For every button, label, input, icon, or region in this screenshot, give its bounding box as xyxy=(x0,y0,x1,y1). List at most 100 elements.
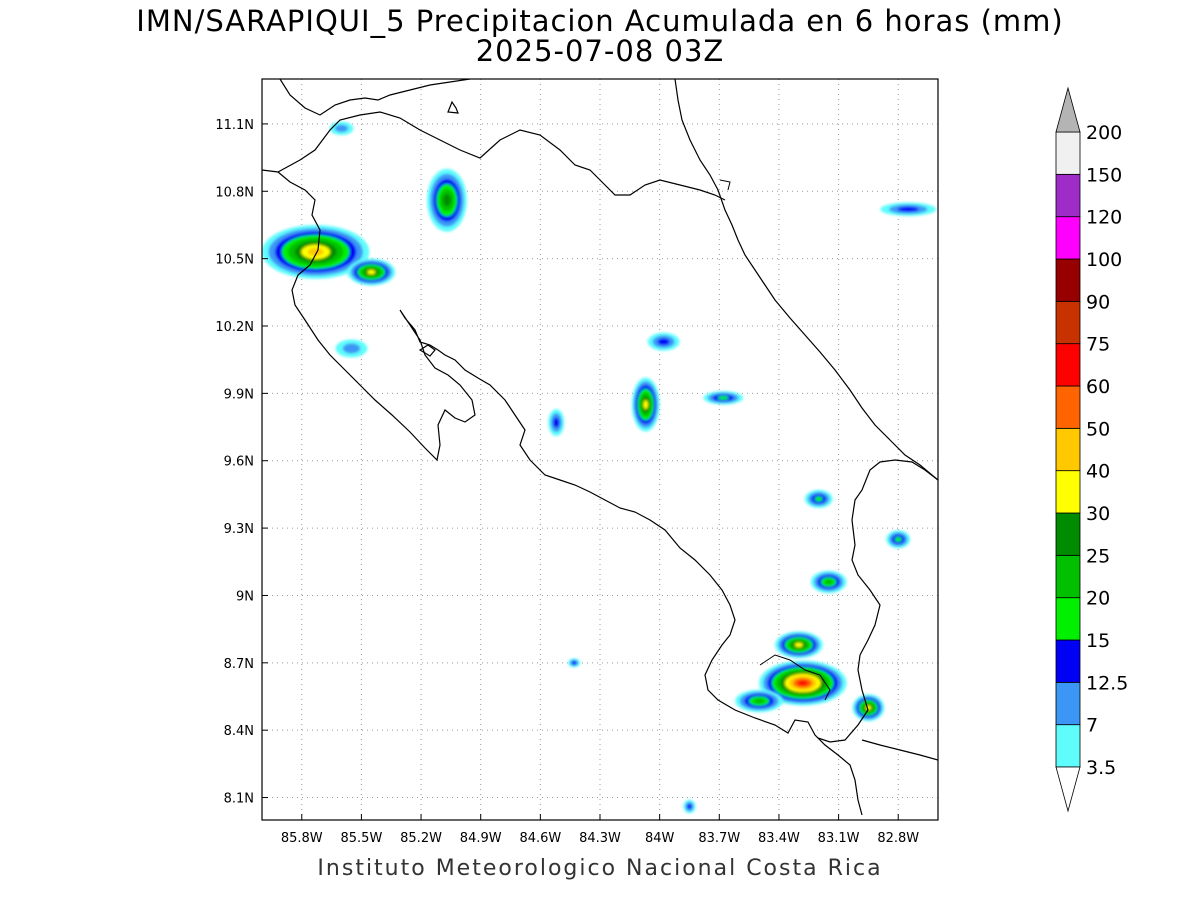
lon-tick-label: 84.9W xyxy=(460,831,502,846)
precip-contour xyxy=(643,400,649,410)
precip-cell xyxy=(703,391,744,405)
lat-tick-label: 9N xyxy=(236,589,254,604)
lat-tick-label: 8.4N xyxy=(224,724,254,739)
precip-contour xyxy=(814,496,823,502)
precip-cell xyxy=(759,660,847,706)
lon-tick-label: 83.7W xyxy=(698,831,740,846)
colorbar-label: 60 xyxy=(1086,376,1110,398)
precip-contour xyxy=(897,206,919,212)
precip-contour xyxy=(824,579,833,585)
lon-tick-label: 82.8W xyxy=(877,831,919,846)
lat-tick-label: 10.5N xyxy=(215,253,254,268)
footer-credit: Instituto Meteorologico Nacional Costa R… xyxy=(317,856,883,881)
lat-tick-label: 8.1N xyxy=(224,792,254,807)
precip-contour xyxy=(687,804,692,810)
precip-cell xyxy=(262,224,370,279)
colorbar-swatch xyxy=(1055,385,1081,429)
colorbar-swatch xyxy=(1055,681,1081,726)
precip-cell xyxy=(568,658,581,668)
precip-contour xyxy=(717,395,729,400)
colorbar-swatch xyxy=(1055,300,1081,345)
precip-contour xyxy=(657,338,670,346)
osa-peninsula-line xyxy=(759,654,831,701)
colorbar-label: 150 xyxy=(1086,164,1122,186)
precip-cell xyxy=(852,694,885,722)
chart-subtitle-date: 2025-07-08 03Z xyxy=(475,34,725,68)
precip-contour xyxy=(342,343,361,354)
colorbar-swatch xyxy=(1055,131,1081,175)
colorbar-label: 200 xyxy=(1086,122,1122,144)
precip-cell xyxy=(683,799,696,814)
map-gridlines xyxy=(262,79,938,820)
precip-cell xyxy=(880,202,937,216)
lat-tick-label: 10.8N xyxy=(215,185,254,200)
colorbar-label: 100 xyxy=(1086,249,1122,271)
colorbar-swatch xyxy=(1055,597,1081,641)
colorbar-legend: 3.5 7 12.5 15 20 25 30 40 50 60 75 90 100 120 150 200 xyxy=(1055,86,1128,813)
colorbar-label: 15 xyxy=(1086,630,1110,652)
precip-contour xyxy=(307,247,324,256)
colorbar-swatch xyxy=(1055,639,1081,683)
colorbar-top-arrow xyxy=(1055,86,1081,133)
precip-cell xyxy=(647,332,680,351)
colorbar-swatch xyxy=(1055,427,1081,472)
precip-cell xyxy=(335,339,368,358)
nicaragua-border xyxy=(277,111,726,201)
precip-cell xyxy=(804,489,833,508)
lake-island xyxy=(447,100,459,114)
precip-contour xyxy=(894,536,902,542)
precip-cell xyxy=(347,258,396,286)
precip-cell xyxy=(735,689,783,713)
gulf-island xyxy=(418,344,436,357)
colorbar-label: 50 xyxy=(1086,418,1110,440)
precip-contour xyxy=(335,124,349,133)
precip-cell xyxy=(427,168,467,232)
colorbar-swatch xyxy=(1055,343,1081,387)
colorbar-swatch xyxy=(1055,724,1081,768)
lon-tick-label: 84.6W xyxy=(519,831,561,846)
colorbar-swatch xyxy=(1055,258,1081,302)
pacific-coastline xyxy=(262,169,863,816)
precip-contour xyxy=(753,698,765,704)
colorbar-swatch xyxy=(1055,470,1081,514)
longitude-axis: 85.8W 85.5W 85.2W 84.9W 84.6W 84.3W 84W 83.7W 83… xyxy=(281,814,919,846)
colorbar-label: 40 xyxy=(1086,461,1110,483)
colorbar-swatch xyxy=(1055,512,1081,556)
colorbar-swatch xyxy=(1055,216,1081,260)
precip-contour xyxy=(797,680,808,686)
chart-title: IMN/SARAPIQUI_5 Precipitacion Acumulada … xyxy=(136,4,1064,38)
river-line xyxy=(719,179,731,191)
precip-cell xyxy=(886,530,911,549)
precip-contour xyxy=(794,642,803,648)
lat-tick-label: 9.9N xyxy=(224,387,254,402)
panama-coast xyxy=(861,739,938,761)
precip-cell xyxy=(774,631,823,659)
colorbar-bottom-arrow xyxy=(1055,766,1081,813)
precip-contour xyxy=(443,194,451,207)
colorbar-label: 3.5 xyxy=(1086,757,1116,779)
precip-cell xyxy=(329,121,354,136)
colorbar-label: 120 xyxy=(1086,207,1122,229)
colorbar-label: 12.5 xyxy=(1086,672,1128,694)
lat-tick-label: 9.6N xyxy=(224,455,254,470)
colorbar-label: 7 xyxy=(1086,715,1098,737)
lon-tick-label: 85.5W xyxy=(341,831,383,846)
coastline-borders xyxy=(262,79,938,816)
lake-nicaragua-shore xyxy=(279,79,471,116)
lat-tick-label: 8.7N xyxy=(224,657,254,672)
lon-tick-label: 83.4W xyxy=(758,831,800,846)
lon-tick-label: 83.1W xyxy=(818,831,860,846)
lon-tick-label: 84.3W xyxy=(579,831,621,846)
precip-contour xyxy=(571,660,577,665)
colorbar-label: 20 xyxy=(1086,588,1110,610)
panama-border xyxy=(817,459,938,743)
precip-contour xyxy=(553,417,560,428)
colorbar-label: 75 xyxy=(1086,334,1110,356)
precip-cell xyxy=(631,377,660,432)
precip-cell xyxy=(810,570,847,594)
lat-tick-label: 11.1N xyxy=(215,118,254,133)
colorbar-label: 25 xyxy=(1086,545,1110,567)
lat-tick-label: 10.2N xyxy=(215,320,254,335)
precipitation-field xyxy=(262,121,937,814)
